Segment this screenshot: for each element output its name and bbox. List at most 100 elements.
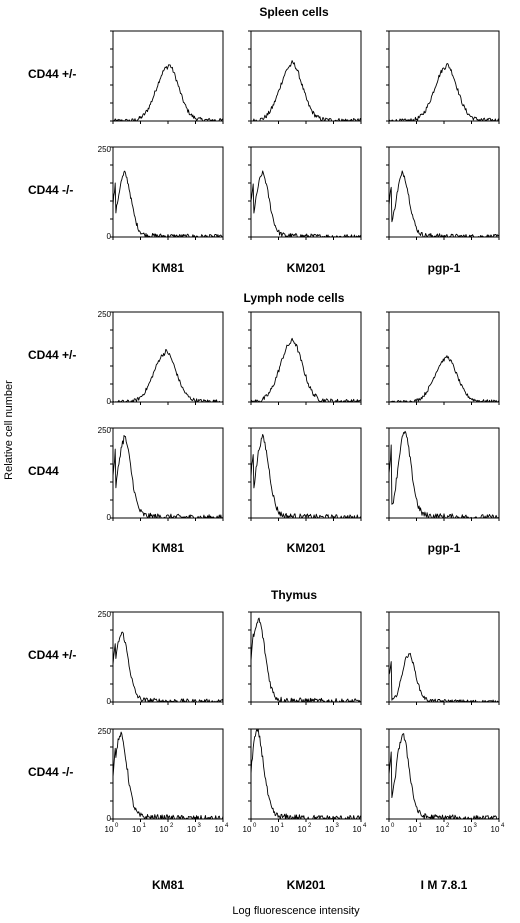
y-tick-label: 0 [107,397,112,406]
antibody-label: KM81 [152,541,184,555]
x-tick-label: 10 [270,825,279,834]
x-tick-label: 10 [381,825,390,834]
x-tick-exponent: 3 [198,823,202,829]
panel-frame [112,311,224,403]
panel-frame [250,311,362,403]
x-tick-exponent: 0 [391,823,395,829]
histogram-series [388,652,499,703]
histogram-series [388,430,500,519]
x-tick-exponent: 4 [501,823,505,829]
x-tick-label: 10 [491,825,500,834]
histogram-series [250,728,362,820]
x-tick-exponent: 4 [363,823,367,829]
y-axis-label: Relative cell number [3,380,15,480]
histogram-panel: 250 0 [98,426,224,522]
histogram-series [388,170,500,238]
histogram-series [112,170,223,238]
panel-frame [388,311,500,403]
histogram-panel [386,427,500,521]
histogram-series [112,435,224,519]
row-label: CD44 +/- [28,67,76,81]
y-tick-label: 0 [107,697,112,706]
x-tick-label: 10 [243,825,252,834]
panel-frame [250,146,362,238]
panel-frame [250,30,362,122]
x-tick-exponent: 2 [446,823,450,829]
x-tick-exponent: 2 [308,823,312,829]
x-tick-label: 10 [463,825,472,834]
x-tick-label: 10 [187,825,196,834]
y-tick-label: 250 [98,145,112,154]
histogram-panel [248,311,362,405]
x-tick-exponent: 1 [281,823,285,829]
histogram-series [251,60,362,122]
histogram-series [250,337,362,403]
row-label: CD44 -/- [28,765,73,779]
antibody-label: pgp-1 [428,541,461,555]
antibody-label: KM201 [287,541,326,555]
histogram-series [250,433,362,519]
panel-frame [388,427,500,519]
panel-frame [388,30,500,122]
histogram-series [112,348,224,403]
histogram-series [388,63,500,122]
histogram-panel [386,311,500,405]
y-tick-label: 250 [98,727,112,736]
histogram-panel: 250 0 [98,610,224,706]
histogram-panel: 250 0 [98,310,224,406]
histogram-panel [386,146,500,240]
section-title: Spleen cells [259,5,329,19]
x-tick-exponent: 3 [336,823,340,829]
row-label: CD44 +/- [28,348,76,362]
x-axis-label: Log fluorescence intensity [232,905,360,917]
x-tick-exponent: 1 [419,823,423,829]
antibody-label: KM201 [287,878,326,892]
x-tick-label: 10 [215,825,224,834]
antibody-label: KM81 [152,878,184,892]
histogram-panel [248,427,362,521]
x-tick-exponent: 0 [253,823,257,829]
antibody-label: KM201 [287,261,326,275]
antibody-label: I M 7.8.1 [421,878,468,892]
histogram-series [250,170,362,238]
panel-frame [112,427,224,519]
row-label: CD44 [28,464,59,478]
y-tick-label: 0 [107,814,112,823]
histogram-panel: 250 0 [98,145,224,241]
x-tick-exponent: 4 [225,823,229,829]
row-label: CD44 -/- [28,183,73,197]
histogram-series [112,631,224,703]
panel-frame [388,146,500,238]
histogram-series [250,617,362,703]
histogram-panel [248,146,362,240]
panel-frame [112,611,224,703]
antibody-label: pgp-1 [428,261,461,275]
x-tick-exponent: 2 [170,823,174,829]
row-label: CD44 +/- [28,648,76,662]
histogram-series [112,64,224,122]
section-title: Thymus [271,588,317,602]
x-tick-label: 10 [325,825,334,834]
panel-frame [250,611,362,703]
histogram-panel: 10 0 10 1 10 2 10 3 10 4 [243,728,367,834]
x-tick-exponent: 1 [143,823,147,829]
panel-frame [112,30,224,122]
panel-frame [250,728,362,820]
panel-frame [112,728,224,820]
histogram-panel [110,30,224,124]
histogram-panel: 10 0 10 1 10 2 10 3 10 4 [381,728,505,834]
x-tick-label: 10 [132,825,141,834]
histogram-panel [386,611,500,705]
histogram-panel [386,30,500,124]
histogram-series [112,731,224,820]
antibody-label: KM81 [152,261,184,275]
x-tick-label: 10 [408,825,417,834]
x-tick-exponent: 0 [115,823,119,829]
y-tick-label: 250 [98,426,112,435]
y-tick-label: 0 [107,513,112,522]
y-tick-label: 250 [98,310,112,319]
x-tick-label: 10 [160,825,169,834]
